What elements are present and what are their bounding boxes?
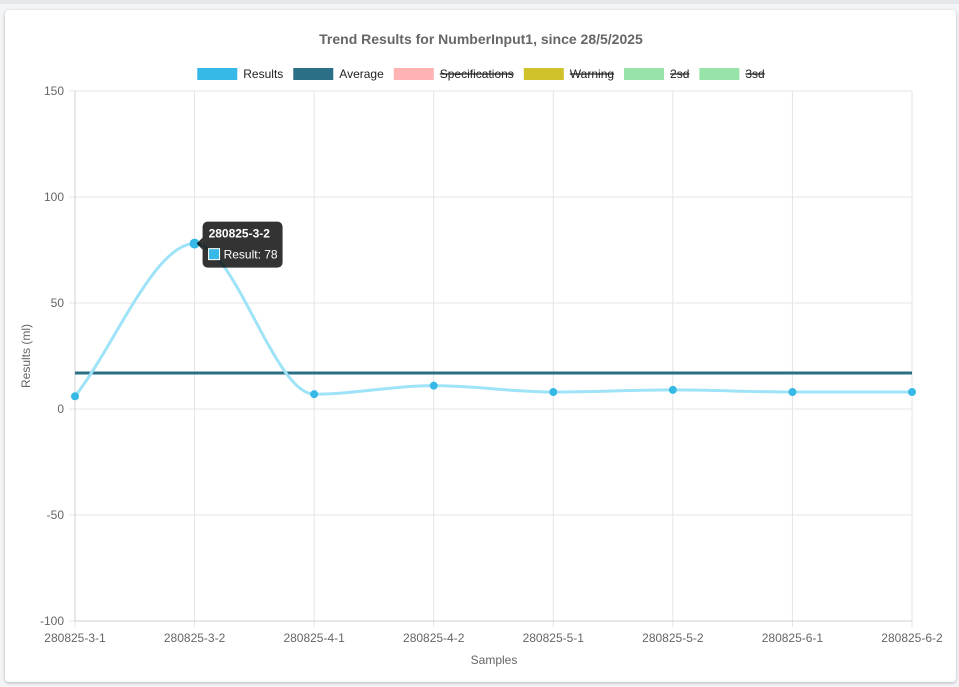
grid xyxy=(69,90,913,627)
legend-item-warning[interactable]: Warning xyxy=(523,67,614,81)
data-point-280825-6-1 xyxy=(788,388,797,397)
tooltip-box xyxy=(202,221,283,268)
x-axis-ticks: 280825-3-1 280825-3-2 280825-4-1 280825-4-2… xyxy=(44,631,943,645)
data-point-280825-4-2 xyxy=(429,381,438,390)
tooltip: 280825-3-2 Result: 78 xyxy=(196,221,283,268)
x-tick-label: 280825-5-2 xyxy=(642,631,704,645)
data-point-280825-3-1 xyxy=(71,392,79,401)
legend-swatch xyxy=(624,68,665,80)
y-tick-label: 100 xyxy=(44,190,64,204)
y-tick-label: 0 xyxy=(57,402,64,416)
tooltip-title: 280825-3-2 xyxy=(209,227,271,241)
x-tick-label: 280825-3-1 xyxy=(44,631,106,645)
x-tick-label: 280825-4-1 xyxy=(283,631,345,645)
series-layer xyxy=(71,238,916,401)
legend-item-results[interactable]: Results xyxy=(197,67,283,81)
top-border xyxy=(0,0,959,4)
data-point-280825-5-2 xyxy=(668,385,677,394)
y-tick-label: 50 xyxy=(51,296,65,310)
data-point-280825-5-1 xyxy=(549,388,558,397)
legend-swatch xyxy=(523,68,564,80)
tooltip-swatch xyxy=(208,248,221,261)
x-tick-label: 280825-6-1 xyxy=(762,631,824,645)
legend-swatch xyxy=(293,68,334,80)
legend-label: Results xyxy=(243,67,283,81)
legend-swatch xyxy=(699,68,740,80)
x-tick-label: 280825-4-2 xyxy=(403,631,465,645)
data-point-280825-4-1 xyxy=(310,390,319,399)
x-tick-label: 280825-6-2 xyxy=(881,631,943,645)
y-tick-label: 150 xyxy=(44,84,64,98)
tooltip-caret xyxy=(196,237,203,250)
legend-swatch xyxy=(393,68,434,80)
x-tick-label: 280825-5-1 xyxy=(523,631,585,645)
x-tick-label: 280825-3-2 xyxy=(164,631,226,645)
legend-swatch xyxy=(197,68,238,80)
legend-item-3sd[interactable]: 3sd xyxy=(699,67,765,81)
y-tick-label: -100 xyxy=(40,614,64,628)
y-axis-ticks: 150 100 50 0 -50 -100 xyxy=(40,84,64,628)
legend-item-2sd[interactable]: 2sd xyxy=(624,67,689,81)
data-point-280825-3-2 xyxy=(189,238,200,249)
tooltip-label: Result: 78 xyxy=(224,248,278,262)
chart-title: Trend Results for NumberInput1, since 28… xyxy=(319,31,643,47)
legend: Results Average Specifications Warning 2sd 3s… xyxy=(197,67,765,81)
legend-item-average[interactable]: Average xyxy=(293,67,384,81)
chart-card xyxy=(5,10,956,682)
data-point-280825-6-2 xyxy=(908,388,916,397)
legend-item-specifications[interactable]: Specifications xyxy=(393,67,514,81)
y-axis-title: Results (ml) xyxy=(19,324,33,388)
legend-label: Average xyxy=(339,67,384,81)
x-axis-title: Samples xyxy=(471,653,518,667)
y-tick-label: -50 xyxy=(47,508,65,522)
